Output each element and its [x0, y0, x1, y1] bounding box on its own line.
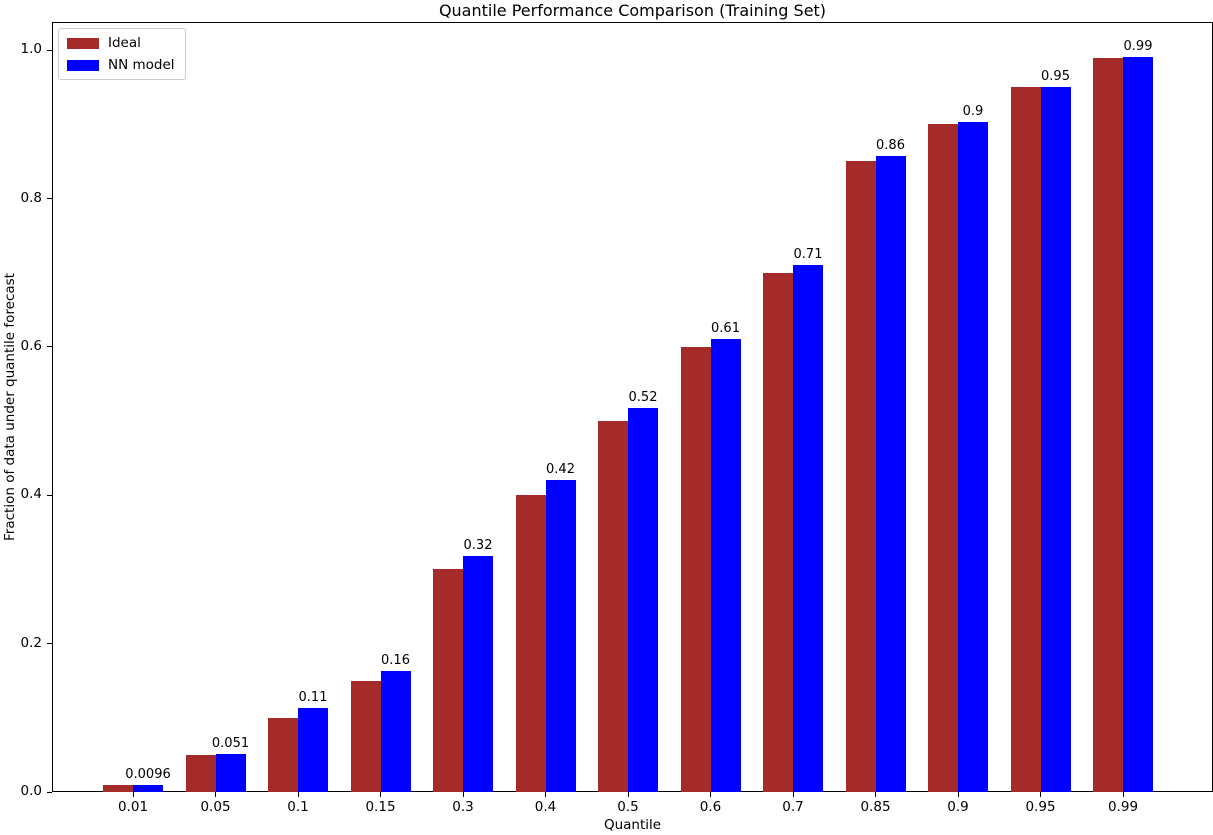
x-tick-label: 0.01: [117, 799, 149, 815]
legend: Ideal NN model: [58, 28, 186, 80]
bar-nn-model: [875, 156, 906, 792]
x-tick-mark: [627, 792, 629, 797]
x-tick-mark: [875, 792, 876, 797]
x-tick-mark: [1040, 792, 1041, 797]
x-tick-mark: [710, 792, 711, 797]
x-tick-mark: [380, 792, 381, 797]
x-tick-label: 0.3: [452, 799, 474, 815]
bar-value-label: 0.86: [876, 138, 905, 154]
x-tick-label: 0.5: [617, 799, 639, 815]
y-tick-label: 0.0: [20, 783, 42, 799]
bar-nn-model: [545, 479, 576, 792]
bar-ideal: [433, 569, 463, 792]
x-tick-mark: [215, 792, 216, 797]
bar-nn-model: [1040, 86, 1071, 792]
bar-nn-model: [793, 265, 823, 792]
y-tick-label: 0.2: [20, 634, 42, 651]
x-tick-label: 0.99: [1107, 799, 1139, 815]
x-tick-mark: [1122, 792, 1124, 797]
x-tick-mark: [545, 792, 546, 797]
chart-title: Quantile Performance Comparison (Trainin…: [438, 1, 827, 20]
bar-nn-model: [463, 556, 493, 792]
y-tick-mark: [47, 494, 52, 496]
bar-nn-model: [1123, 56, 1153, 792]
x-axis-label: Quantile: [603, 817, 662, 833]
y-tick-mark: [47, 198, 52, 200]
y-tick-mark: [47, 346, 52, 348]
bar-nn-model: [298, 708, 328, 792]
y-tick-label: 1.0: [20, 41, 42, 58]
y-tick-label: 0.8: [20, 189, 42, 206]
y-tick-mark: [47, 643, 52, 645]
y-tick-label: 0.6: [20, 337, 42, 354]
bar-value-label: 0.11: [298, 690, 328, 706]
bar-ideal: [845, 161, 876, 792]
bar-nn-model: [215, 754, 246, 792]
bar-value-label: 0.0096: [125, 766, 171, 782]
legend-item: Ideal: [67, 35, 175, 51]
bar-ideal: [350, 680, 381, 792]
bar-ideal: [103, 784, 133, 792]
x-tick-label: 0.6: [699, 799, 722, 815]
legend-label: Ideal: [108, 35, 141, 51]
x-tick-label: 0.15: [365, 799, 396, 815]
y-tick-label: 0.4: [20, 486, 42, 503]
y-tick-mark: [47, 49, 52, 51]
bar-ideal: [1010, 87, 1041, 792]
legend-swatch: [67, 37, 99, 49]
x-tick-mark: [957, 792, 959, 797]
legend-swatch: [67, 59, 99, 71]
bar-ideal: [928, 124, 958, 792]
bar-ideal: [598, 421, 628, 792]
x-tick-label: 0.7: [782, 799, 804, 815]
bar-value-label: 0.52: [628, 390, 658, 406]
bar-value-label: 0.95: [1041, 68, 1070, 84]
bar-ideal: [680, 346, 711, 792]
x-tick-label: 0.4: [534, 799, 557, 815]
bar-value-label: 0.99: [1123, 38, 1153, 54]
x-tick-label: 0.05: [200, 799, 231, 815]
bar-value-label: 0.9: [962, 104, 984, 120]
bar-value-label: 0.16: [381, 653, 410, 669]
bar-nn-model: [958, 122, 988, 792]
bar-value-label: 0.32: [463, 538, 493, 554]
bar-value-label: 0.42: [546, 461, 575, 477]
bar-nn-model: [710, 338, 741, 792]
bar-ideal: [185, 754, 216, 792]
bar-ideal: [268, 717, 298, 792]
bar-value-label: 0.71: [793, 247, 823, 263]
x-tick-label: 0.1: [287, 799, 309, 815]
x-tick-label: 0.85: [860, 799, 891, 815]
x-tick-mark: [132, 792, 134, 797]
bar-value-label: 0.61: [711, 320, 740, 336]
x-tick-mark: [297, 792, 299, 797]
bar-ideal: [515, 495, 546, 792]
bar-nn-model: [133, 784, 163, 792]
x-tick-label: 0.9: [947, 799, 969, 815]
bar-ideal: [1093, 57, 1123, 792]
x-tick-mark: [792, 792, 794, 797]
legend-item: NN model: [67, 57, 175, 73]
bar-value-label: 0.051: [211, 736, 250, 752]
y-tick-mark: [47, 791, 52, 793]
legend-label: NN model: [108, 57, 175, 73]
bar-ideal: [763, 272, 793, 792]
x-tick-mark: [462, 792, 464, 797]
bar-nn-model: [628, 408, 658, 792]
x-tick-label: 0.95: [1025, 799, 1056, 815]
bar-nn-model: [380, 671, 411, 792]
